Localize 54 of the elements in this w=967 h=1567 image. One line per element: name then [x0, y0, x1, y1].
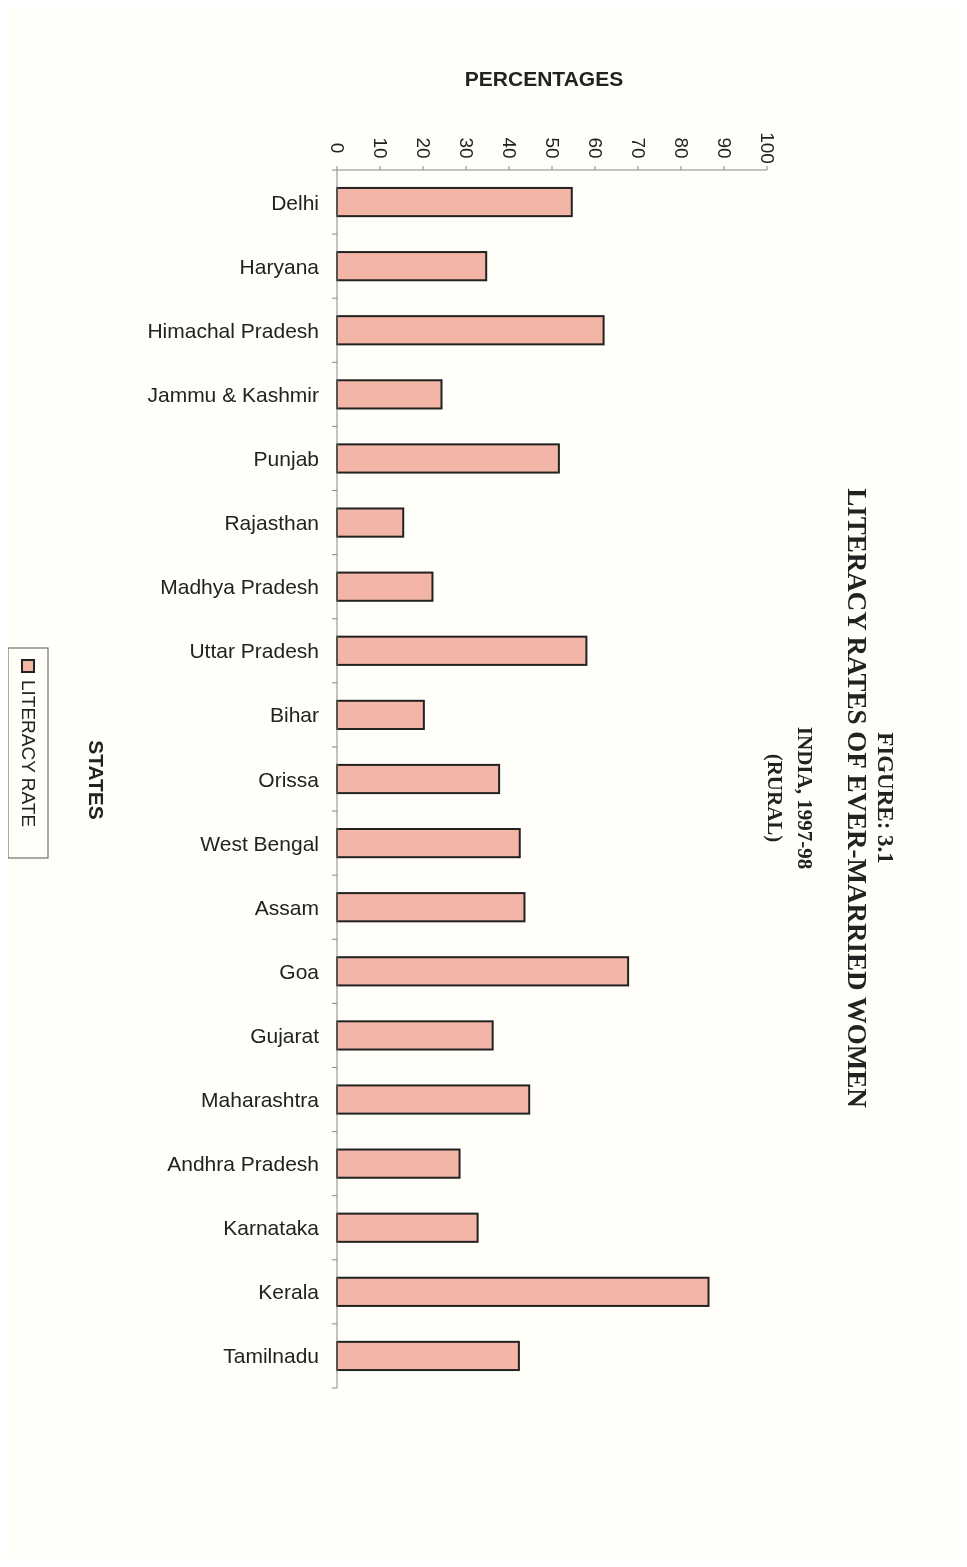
y-tick-label: Karnataka — [223, 1216, 320, 1240]
y-tick-label: Andhra Pradesh — [167, 1152, 319, 1176]
y-axis-title: STATES — [84, 740, 108, 820]
bar — [336, 443, 560, 474]
y-tick-label: Goa — [279, 959, 320, 983]
y-tick-label: Delhi — [271, 190, 319, 214]
bar — [336, 379, 443, 410]
bar — [336, 1084, 531, 1115]
bar — [336, 251, 488, 282]
y-tick-label: Rajasthan — [224, 511, 319, 535]
y-tick-label: Haryana — [239, 254, 320, 278]
bar — [336, 315, 605, 346]
x-tick-label: 20 — [412, 137, 434, 159]
x-tick-label: 10 — [369, 137, 391, 159]
bar — [336, 1212, 479, 1243]
bar — [336, 635, 588, 666]
y-tick-label: Tamilnadu — [223, 1344, 319, 1368]
x-tick-label: 70 — [627, 137, 649, 159]
x-axis-title: PERCENTAGES — [464, 67, 624, 90]
x-tick-label: 50 — [541, 137, 563, 159]
legend-label: LITERACY RATE — [17, 680, 39, 828]
bar — [336, 507, 405, 538]
bar — [336, 186, 573, 218]
text: INDIA, 1997-98 (RURAL) — [763, 726, 817, 870]
bar — [336, 571, 434, 602]
bar — [336, 892, 526, 923]
y-tick-label: Uttar Pradesh — [189, 639, 319, 663]
x-tick-label: 40 — [498, 137, 520, 159]
x-tick-label: 30 — [455, 137, 477, 159]
y-tick-label: Maharashtra — [201, 1088, 320, 1112]
x-tick-label: 100 — [756, 132, 778, 164]
bar — [336, 1020, 494, 1051]
bar — [336, 956, 630, 987]
bar — [336, 1148, 461, 1179]
y-tick-label: Kerala — [258, 1280, 320, 1304]
y-tick-label: West Bengal — [200, 831, 319, 855]
y-tick-label: Himachal Pradesh — [147, 318, 319, 342]
bar — [336, 699, 425, 730]
y-tick-label: Punjab — [253, 446, 319, 470]
bar — [336, 828, 521, 859]
bar — [336, 1276, 710, 1307]
y-tick-label: Bihar — [269, 703, 319, 727]
y-tick-label: Gujarat — [250, 1023, 320, 1047]
x-tick-label: 90 — [713, 137, 735, 159]
text: FIGURE: 3.1 LITERACY RATES OF EVER-MARRIED WOMEN — [842, 488, 898, 1109]
x-tick-label: 80 — [670, 137, 692, 159]
y-tick-label: Orissa — [258, 767, 320, 791]
x-tick-label: 0 — [326, 142, 348, 154]
bar — [336, 763, 501, 795]
bar — [336, 1340, 520, 1372]
y-tick-label: Jammu & Kashmir — [147, 382, 319, 406]
x-tick-label: 60 — [584, 137, 606, 159]
y-tick-label: Assam — [254, 895, 319, 919]
y-tick-label: Madhya Pradesh — [160, 575, 319, 599]
